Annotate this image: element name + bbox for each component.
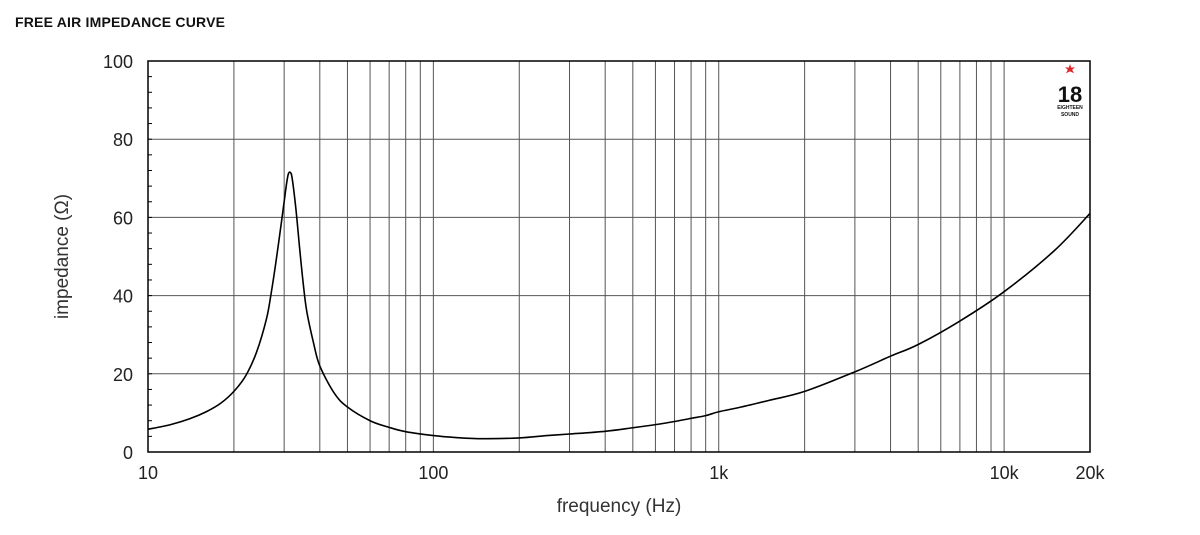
y-tick-label: 0 (123, 443, 133, 463)
y-tick-label: 80 (113, 130, 133, 150)
x-tick-label: 10k (990, 463, 1020, 483)
tick-labels: 10 100 1k 10k 20k 0 20 40 60 80 100 (103, 52, 1106, 483)
y-tick-label: 20 (113, 365, 133, 385)
logo-number: 18 (1058, 82, 1082, 107)
chart-title: FREE AIR IMPEDANCE CURVE (15, 14, 226, 30)
brand-logo: 18 EIGHTEEN SOUND (1057, 64, 1083, 118)
y-axis-label: impedance (Ω) (52, 194, 73, 319)
plot-frame (147, 60, 1091, 453)
logo-star-icon (1065, 64, 1075, 74)
x-tick-label: 1k (709, 463, 729, 483)
logo-text-eighteen: EIGHTEEN (1057, 105, 1083, 111)
y-tick-label: 60 (113, 208, 133, 228)
x-tick-label: 20k (1075, 463, 1105, 483)
x-axis-label: frequency (Hz) (557, 496, 682, 517)
x-tick-label: 100 (418, 463, 448, 483)
x-tick-label: 10 (138, 463, 158, 483)
impedance-curve-line (147, 171, 1091, 440)
grid (148, 60, 1090, 453)
y-tick-label: 40 (113, 287, 133, 307)
logo-text-sound: SOUND (1061, 112, 1079, 118)
y-tick-label: 100 (103, 52, 133, 72)
